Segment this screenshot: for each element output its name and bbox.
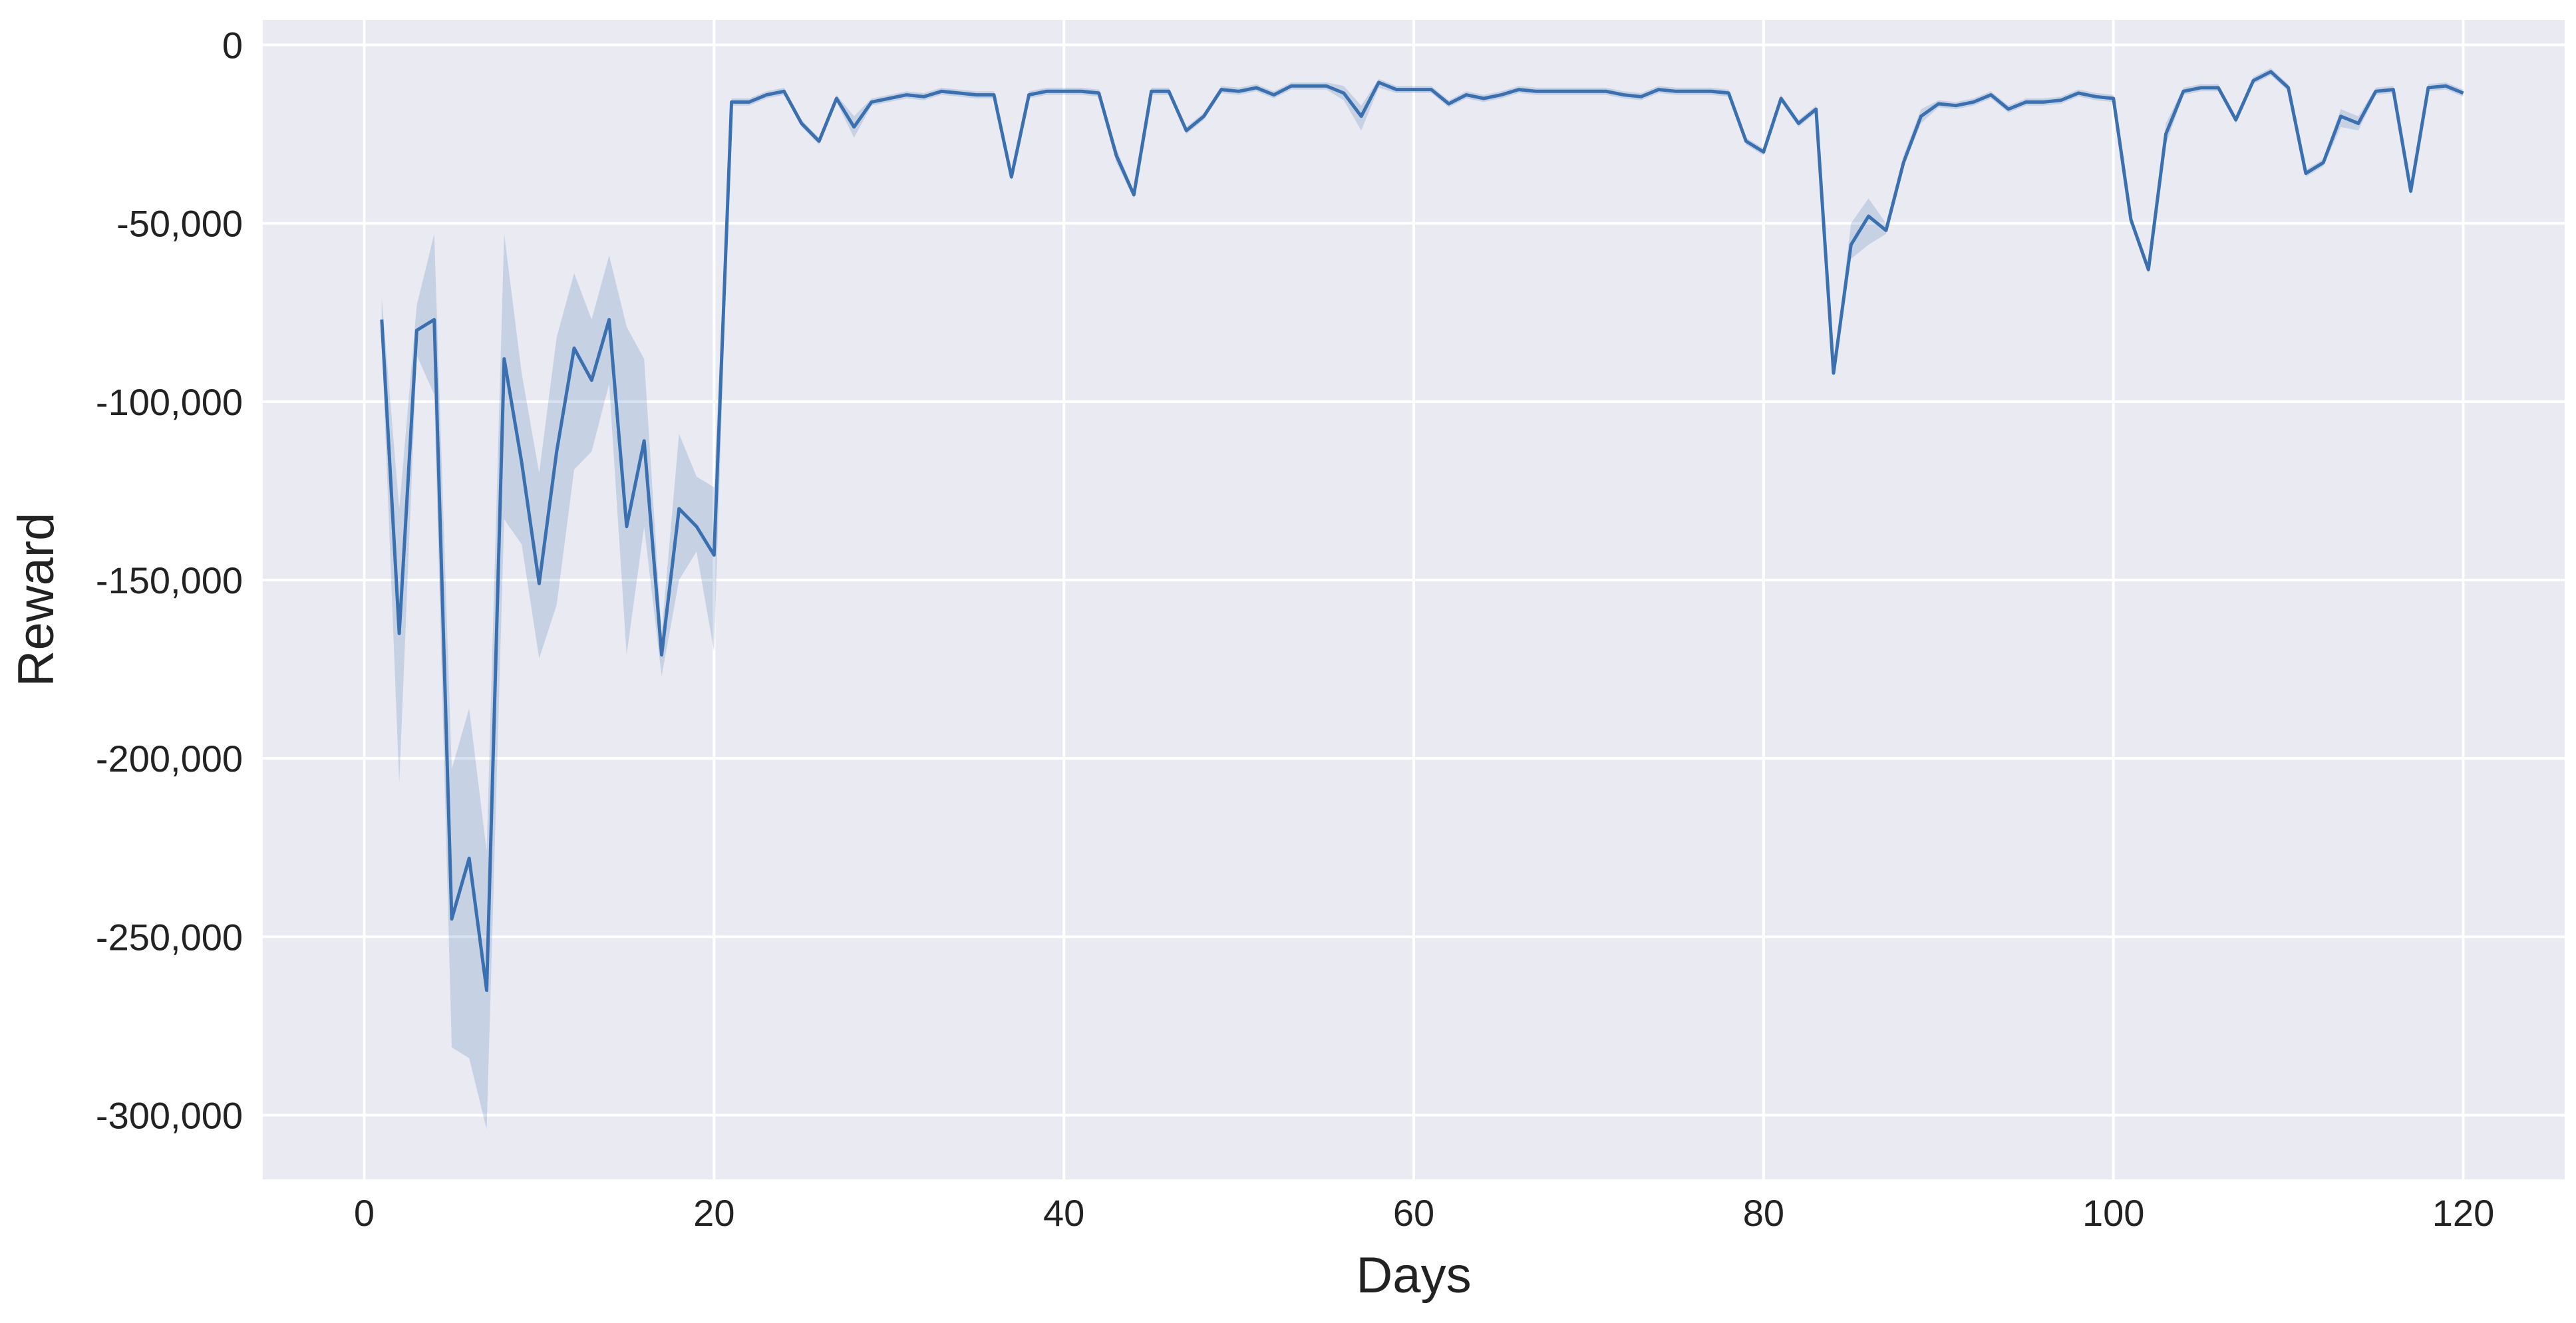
y-tick-labels: 0 -50,000 -100,000 -150,000 -200,000 -250,000… — [96, 25, 243, 1137]
y-tick-label: 0 — [222, 25, 243, 67]
x-tick-label: 80 — [1743, 1192, 1784, 1234]
y-axis-title: Reward — [8, 513, 65, 687]
x-axis-title: Days — [1356, 1247, 1471, 1304]
x-tick-label: 120 — [2432, 1192, 2494, 1234]
x-tick-label: 60 — [1393, 1192, 1434, 1234]
y-tick-label: -300,000 — [96, 1094, 243, 1136]
y-tick-label: -200,000 — [96, 738, 243, 780]
x-tick-label: 20 — [693, 1192, 734, 1234]
x-tick-label: 40 — [1043, 1192, 1084, 1234]
x-tick-label: 0 — [354, 1192, 375, 1234]
reward-line — [380, 70, 2464, 992]
grid — [263, 20, 2565, 1179]
x-tick-labels: 0 20 40 60 80 100 120 — [354, 1192, 2494, 1234]
y-tick-label: -50,000 — [116, 203, 243, 245]
y-tick-label: -150,000 — [96, 559, 243, 601]
y-tick-label: -100,000 — [96, 381, 243, 423]
x-tick-label: 100 — [2082, 1192, 2144, 1234]
y-tick-label: -250,000 — [96, 916, 243, 958]
